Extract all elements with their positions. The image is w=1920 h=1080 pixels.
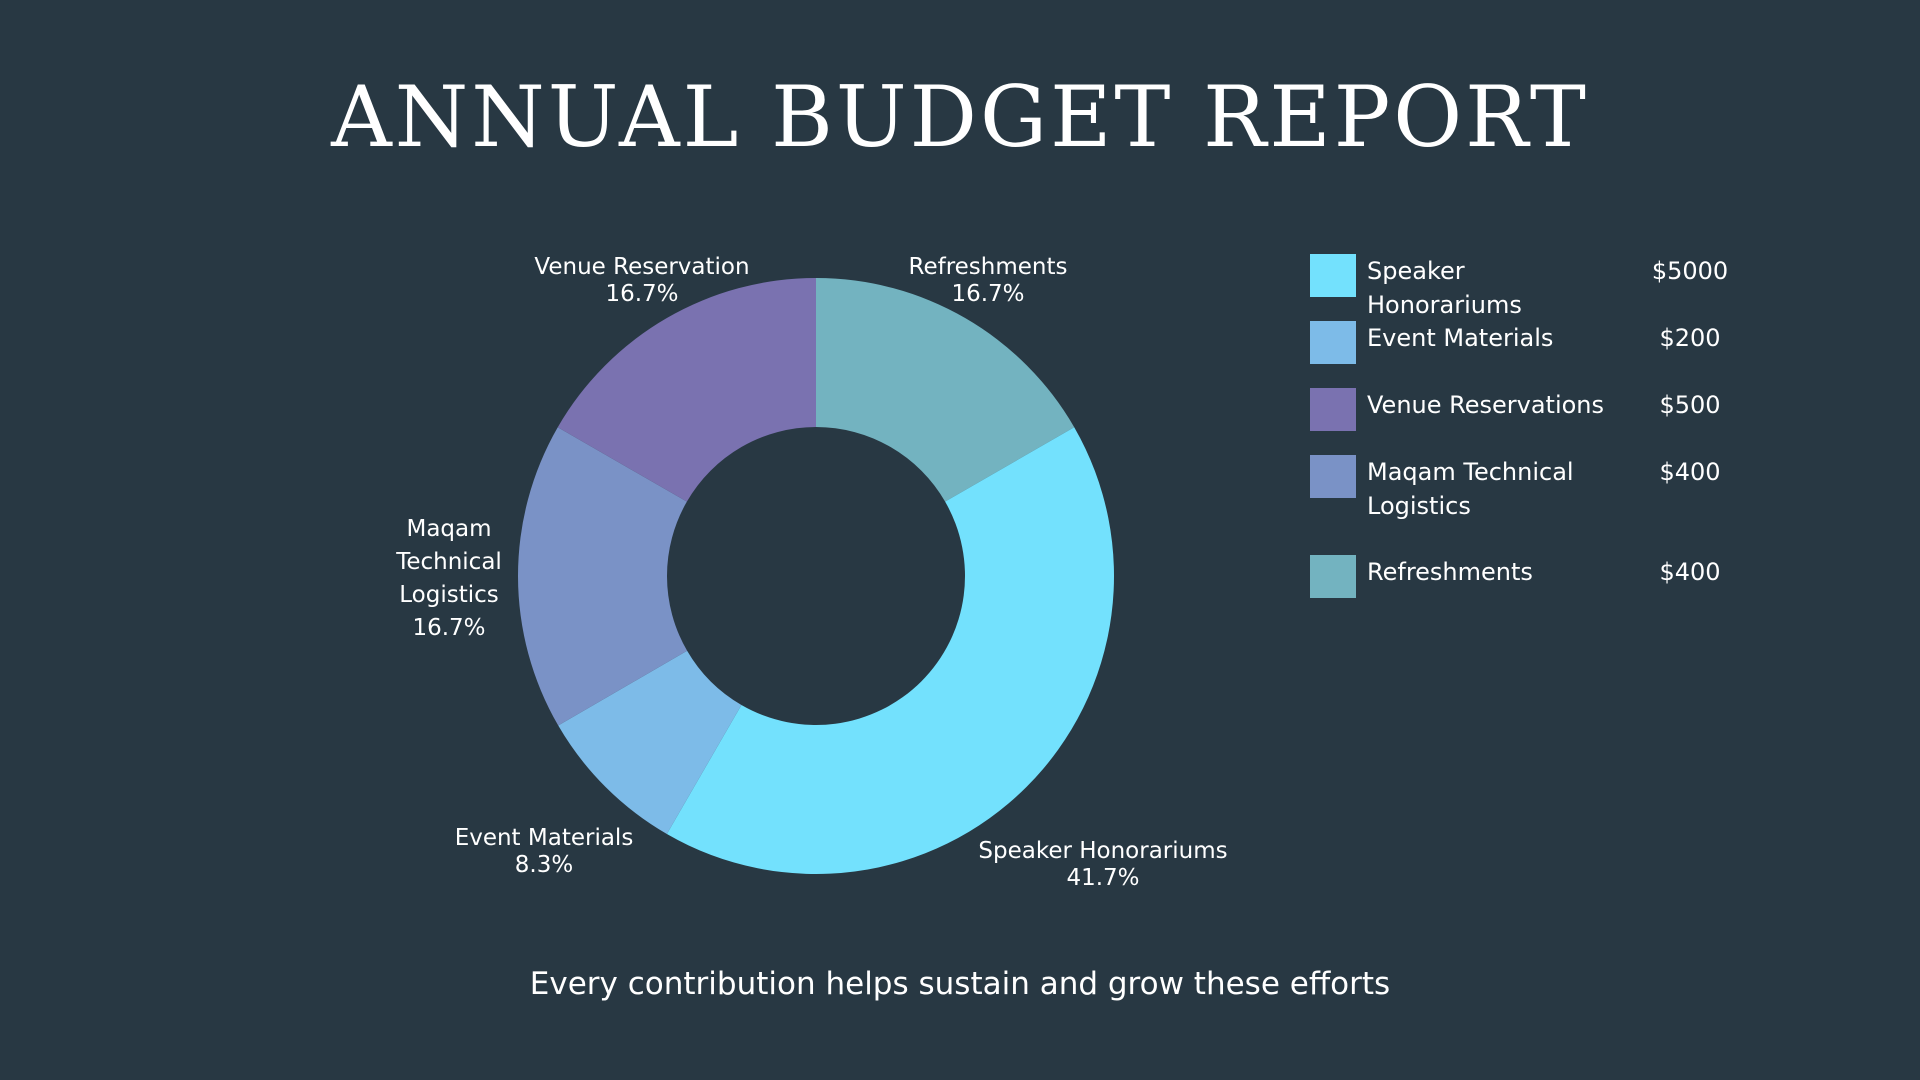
slice-event-materials xyxy=(558,650,742,834)
legend-swatch xyxy=(1310,254,1356,297)
legend-swatch xyxy=(1310,455,1356,498)
slice-speaker-honorariums xyxy=(666,427,1114,874)
legend-value: $5000 xyxy=(1651,257,1729,285)
legend-label: Event Materials xyxy=(1367,324,1554,352)
legend-item-refreshments: Refreshments $400 xyxy=(1310,551,1750,618)
legend-value: $500 xyxy=(1659,391,1721,419)
slice-refreshments xyxy=(816,278,1075,502)
legend-value: $400 xyxy=(1659,558,1721,586)
legend-label: Venue Reservations xyxy=(1367,391,1605,419)
legend-label: Speaker Honorariums xyxy=(1367,257,1522,319)
legend-value: $400 xyxy=(1659,458,1721,486)
slice-venue-reservation xyxy=(557,278,816,502)
legend: Speaker Honorariums $5000 Event Material… xyxy=(1310,250,1750,618)
slice-label-event-materials: Event Materials 8.3% xyxy=(455,825,634,878)
legend-swatch xyxy=(1310,388,1356,431)
chart-labels: Refreshments 16.7% Speaker Honorariums 41.7… xyxy=(395,254,1227,891)
legend-item-maqam-technical-logistics: Maqam Technical Logistics $400 xyxy=(1310,451,1750,551)
legend-item-event-materials: Event Materials $200 xyxy=(1310,317,1750,384)
slice-label-speaker-honorariums: Speaker Honorariums 41.7% xyxy=(978,838,1227,891)
legend-label: Refreshments xyxy=(1367,558,1533,586)
slice-label-maqam-technical-logistics: Maqam Technical Logistics 16.7% xyxy=(395,516,502,641)
slice-maqam-technical-logistics xyxy=(518,427,688,726)
legend-swatch xyxy=(1310,555,1356,598)
page-title: Annual Budget Report xyxy=(331,68,1589,166)
slice-label-refreshments: Refreshments 16.7% xyxy=(909,254,1068,307)
legend-item-venue-reservations: Venue Reservations $500 xyxy=(1310,384,1750,451)
legend-label: Maqam Technical Logistics xyxy=(1367,458,1574,520)
chart-slices xyxy=(518,278,1114,874)
legend-item-speaker-honorariums: Speaker Honorariums $5000 xyxy=(1310,250,1750,319)
legend-swatch xyxy=(1310,321,1356,364)
footer-tagline: Every contribution helps sustain and gro… xyxy=(529,966,1391,1002)
slice-label-venue-reservation: Venue Reservation 16.7% xyxy=(534,254,749,307)
legend-value: $200 xyxy=(1659,324,1721,352)
